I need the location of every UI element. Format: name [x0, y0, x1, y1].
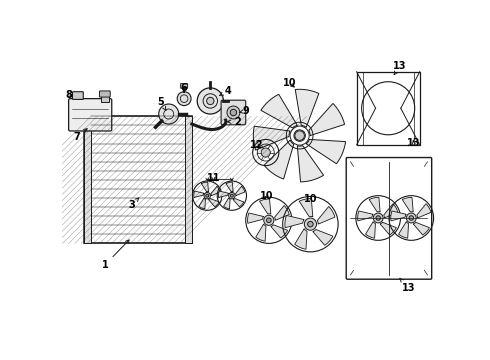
- Polygon shape: [295, 89, 319, 127]
- Circle shape: [207, 97, 214, 105]
- Polygon shape: [256, 224, 266, 241]
- Circle shape: [406, 213, 416, 223]
- Bar: [357, 72, 420, 145]
- Polygon shape: [271, 225, 288, 238]
- Polygon shape: [236, 186, 245, 195]
- Circle shape: [264, 215, 274, 225]
- Text: 13: 13: [400, 278, 416, 293]
- FancyBboxPatch shape: [221, 100, 245, 125]
- Polygon shape: [233, 198, 244, 207]
- Polygon shape: [380, 222, 396, 235]
- Text: 12: 12: [250, 140, 263, 150]
- Circle shape: [206, 194, 209, 197]
- Circle shape: [261, 148, 270, 157]
- Polygon shape: [417, 204, 431, 218]
- Circle shape: [308, 221, 313, 227]
- Text: 10: 10: [304, 194, 318, 204]
- Circle shape: [295, 131, 304, 140]
- Text: 10: 10: [283, 78, 296, 88]
- Bar: [84, 116, 91, 243]
- Circle shape: [409, 216, 414, 220]
- Text: 10: 10: [260, 191, 273, 201]
- Text: 11: 11: [207, 173, 220, 183]
- Polygon shape: [402, 197, 413, 212]
- Text: 4: 4: [220, 86, 231, 96]
- Polygon shape: [299, 199, 313, 217]
- Text: 1: 1: [101, 240, 129, 270]
- Polygon shape: [261, 94, 297, 128]
- Circle shape: [230, 194, 233, 197]
- Polygon shape: [297, 146, 323, 182]
- Circle shape: [304, 218, 317, 230]
- Text: 8: 8: [65, 90, 72, 100]
- Polygon shape: [309, 103, 344, 136]
- Polygon shape: [391, 211, 406, 221]
- Circle shape: [177, 92, 191, 105]
- Circle shape: [230, 109, 237, 116]
- Polygon shape: [194, 191, 204, 198]
- Polygon shape: [274, 206, 289, 220]
- Bar: [185, 116, 192, 243]
- Polygon shape: [219, 191, 228, 198]
- Polygon shape: [211, 186, 220, 195]
- Polygon shape: [260, 199, 271, 214]
- Polygon shape: [264, 140, 294, 179]
- Circle shape: [267, 218, 271, 222]
- FancyBboxPatch shape: [69, 99, 112, 131]
- Polygon shape: [369, 197, 380, 212]
- Polygon shape: [201, 182, 209, 192]
- Circle shape: [373, 213, 383, 223]
- Text: 7: 7: [73, 129, 87, 142]
- Polygon shape: [253, 126, 290, 150]
- Polygon shape: [413, 222, 429, 235]
- Circle shape: [204, 193, 210, 199]
- Polygon shape: [366, 222, 375, 238]
- Circle shape: [376, 216, 380, 220]
- Polygon shape: [223, 198, 230, 209]
- Polygon shape: [358, 211, 373, 221]
- Text: 5: 5: [158, 98, 166, 111]
- Circle shape: [197, 88, 223, 114]
- Polygon shape: [209, 198, 219, 207]
- Text: 9: 9: [240, 106, 249, 116]
- Text: 3: 3: [128, 198, 139, 210]
- Polygon shape: [399, 222, 409, 238]
- Polygon shape: [294, 229, 307, 249]
- Polygon shape: [285, 215, 304, 228]
- Circle shape: [227, 106, 240, 119]
- Polygon shape: [306, 139, 345, 164]
- Text: 2: 2: [227, 117, 242, 127]
- FancyBboxPatch shape: [73, 92, 83, 99]
- FancyBboxPatch shape: [181, 84, 188, 88]
- Circle shape: [159, 104, 179, 124]
- Polygon shape: [317, 206, 335, 224]
- Circle shape: [229, 193, 235, 199]
- Bar: [84, 116, 192, 243]
- Bar: [101, 96, 109, 102]
- Text: 13: 13: [393, 61, 407, 75]
- Polygon shape: [247, 213, 264, 223]
- Polygon shape: [313, 230, 333, 245]
- Text: 13: 13: [407, 138, 420, 148]
- FancyBboxPatch shape: [99, 91, 110, 97]
- Polygon shape: [199, 198, 205, 209]
- Text: 6: 6: [181, 83, 188, 93]
- Polygon shape: [384, 204, 398, 218]
- Polygon shape: [226, 182, 233, 192]
